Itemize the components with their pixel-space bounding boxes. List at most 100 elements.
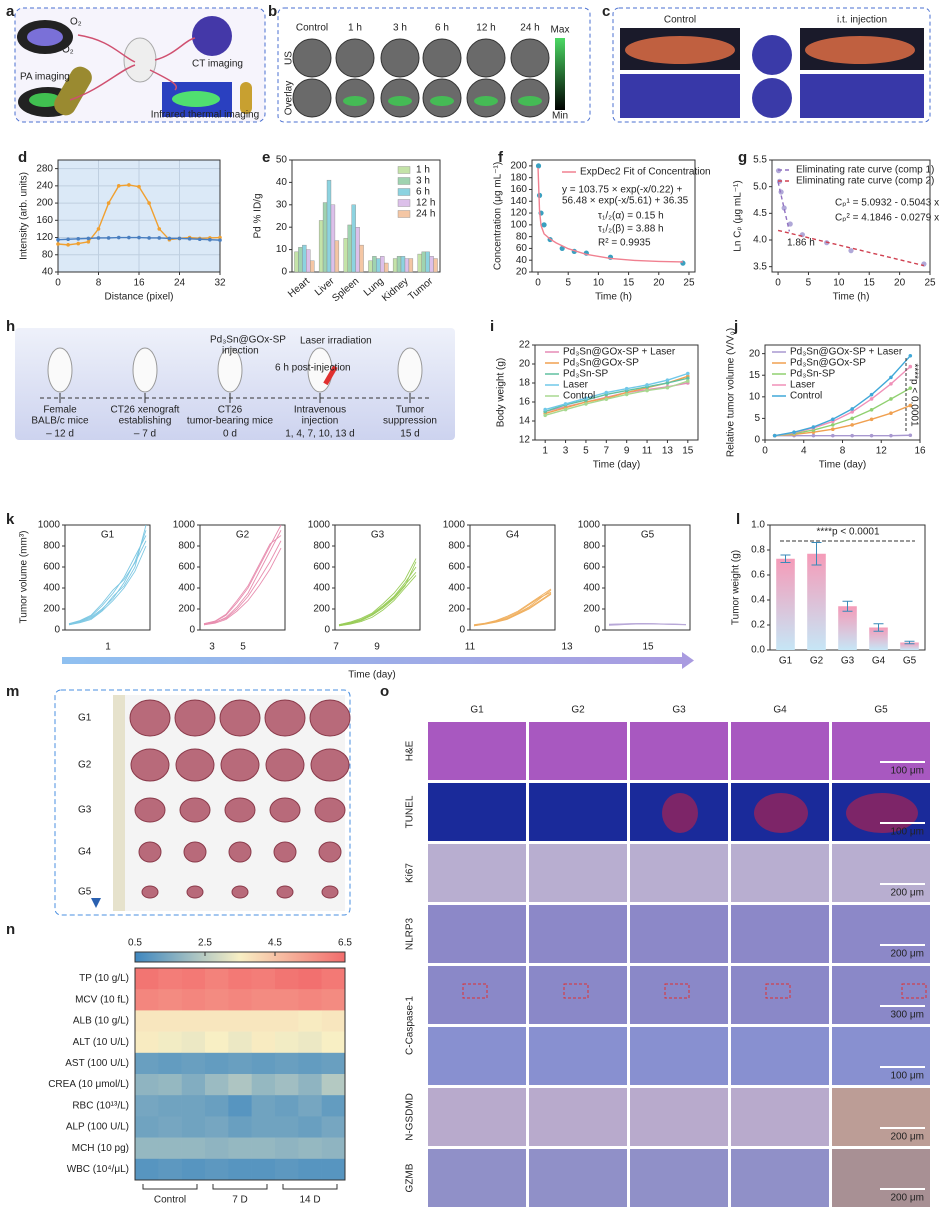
line bbox=[68, 530, 147, 625]
us-image bbox=[292, 78, 332, 118]
micrograph bbox=[428, 1149, 526, 1207]
y-tick-label: 120 bbox=[36, 232, 53, 243]
micrograph bbox=[428, 966, 526, 1024]
heatmap-cell bbox=[275, 1137, 299, 1160]
row-label: ALP (100 U/L) bbox=[66, 1122, 129, 1133]
image bbox=[752, 35, 792, 75]
stain bbox=[832, 1088, 930, 1146]
x-axis-label: Time (day) bbox=[348, 670, 395, 681]
tumor-photo bbox=[130, 748, 170, 782]
panel-label: m bbox=[6, 683, 19, 700]
data-point bbox=[197, 237, 202, 242]
y-tick-label: 0.2 bbox=[751, 620, 765, 631]
row-label: AST (100 U/L) bbox=[65, 1058, 129, 1069]
heatmap-cell bbox=[135, 1052, 159, 1075]
data-point bbox=[908, 403, 913, 408]
x-tick-label: 5 bbox=[806, 278, 812, 289]
y-tick-label: 50 bbox=[276, 155, 288, 166]
y-tick-label: 600 bbox=[583, 562, 600, 573]
y-tick-label: 0 bbox=[594, 625, 600, 636]
bar bbox=[302, 244, 307, 273]
x-axis-label: Time (day) bbox=[819, 460, 866, 471]
tumor-photo bbox=[231, 885, 249, 899]
x-axis-label: Time (day) bbox=[593, 460, 640, 471]
step-label: BALB/c mice bbox=[31, 416, 89, 427]
micrograph bbox=[630, 1149, 728, 1207]
tumor-photo bbox=[219, 699, 261, 737]
y-tick-label: 18 bbox=[519, 378, 531, 389]
plot-frame bbox=[199, 524, 286, 631]
legend-label: Pd₃Sn@GOx-SP + Laser bbox=[790, 347, 903, 358]
heatmap-cell bbox=[228, 1095, 252, 1117]
colorbar bbox=[555, 38, 565, 110]
x-tick-label: 1 bbox=[105, 642, 111, 653]
y-tick-label: 160 bbox=[36, 215, 53, 226]
bar bbox=[396, 256, 402, 273]
heatmap-cell bbox=[181, 1116, 206, 1138]
data-point bbox=[157, 227, 162, 231]
bar bbox=[322, 202, 328, 273]
tumor-photo bbox=[179, 797, 211, 823]
micrograph bbox=[428, 1088, 526, 1146]
y-tick-label: 20 bbox=[519, 359, 531, 370]
micrograph bbox=[630, 966, 728, 1024]
row-label: RBC (10¹³/L) bbox=[72, 1100, 129, 1111]
x-tick-label: 25 bbox=[924, 278, 936, 289]
micrograph bbox=[731, 905, 829, 963]
annotation: ****p < 0.0001 bbox=[908, 363, 919, 427]
y-tick-label: 10 bbox=[276, 244, 288, 255]
error-bar bbox=[811, 542, 822, 566]
colorbar-label: Min bbox=[552, 111, 568, 122]
step-label: Female bbox=[43, 405, 77, 416]
y-axis-label: Intensity (arb. units) bbox=[19, 172, 30, 260]
column-label: 6 h bbox=[435, 23, 449, 34]
legend-label: Control bbox=[563, 391, 595, 402]
tumor-photo bbox=[220, 748, 260, 782]
x-tick-label: 15 bbox=[864, 278, 876, 289]
heatmap-cell bbox=[275, 1074, 299, 1096]
time-arrow bbox=[62, 657, 682, 664]
colorbar-label: 2.5 bbox=[198, 938, 212, 949]
panel-label: e bbox=[262, 149, 270, 166]
stain bbox=[832, 1149, 930, 1207]
heatmap-cell bbox=[205, 989, 229, 1011]
y-tick-label: 4.0 bbox=[753, 235, 767, 246]
x-tick-label: 32 bbox=[214, 278, 226, 289]
data-point bbox=[665, 378, 670, 382]
x-tick-label: Spleen bbox=[330, 276, 361, 304]
bar bbox=[392, 258, 398, 273]
heatmap-cell bbox=[158, 1158, 182, 1181]
panel-label: l bbox=[736, 511, 740, 528]
x-tick-label: 25 bbox=[683, 278, 695, 289]
annotation: Laser irradiation bbox=[300, 336, 372, 347]
mice bbox=[47, 347, 423, 393]
plot-frame bbox=[469, 524, 556, 631]
data-point bbox=[96, 227, 101, 231]
legend-label: Pd₃Sn-SP bbox=[790, 369, 836, 380]
heatmap-cell bbox=[158, 968, 182, 990]
heatmap-cell bbox=[228, 1074, 252, 1096]
x-tick-label: Tumor bbox=[406, 275, 435, 302]
x-tick-label: 12 bbox=[876, 446, 888, 457]
data-point bbox=[831, 433, 835, 438]
y-tick-label: 140 bbox=[510, 196, 527, 207]
heatmap-cell bbox=[298, 968, 322, 990]
tumor-photo bbox=[224, 797, 256, 823]
image bbox=[27, 28, 63, 46]
step-label: CT26 bbox=[218, 405, 243, 416]
panel-label: a bbox=[6, 3, 15, 20]
annotation: injection bbox=[222, 346, 259, 357]
legend-label: 24 h bbox=[416, 209, 435, 220]
y-tick-label: 160 bbox=[510, 184, 527, 195]
heatmap-cell bbox=[158, 1137, 182, 1160]
data-point bbox=[116, 235, 121, 240]
data-point bbox=[792, 430, 796, 435]
heatmap-cell bbox=[251, 1116, 276, 1138]
plot-frame bbox=[334, 524, 421, 631]
y-tick-label: 800 bbox=[313, 541, 330, 552]
x-tick-label: 24 bbox=[174, 278, 186, 289]
tumor-photo bbox=[129, 699, 171, 737]
data-point bbox=[76, 237, 81, 241]
y-tick-label: 0 bbox=[281, 267, 287, 278]
step-label: Intravenous bbox=[294, 405, 346, 416]
